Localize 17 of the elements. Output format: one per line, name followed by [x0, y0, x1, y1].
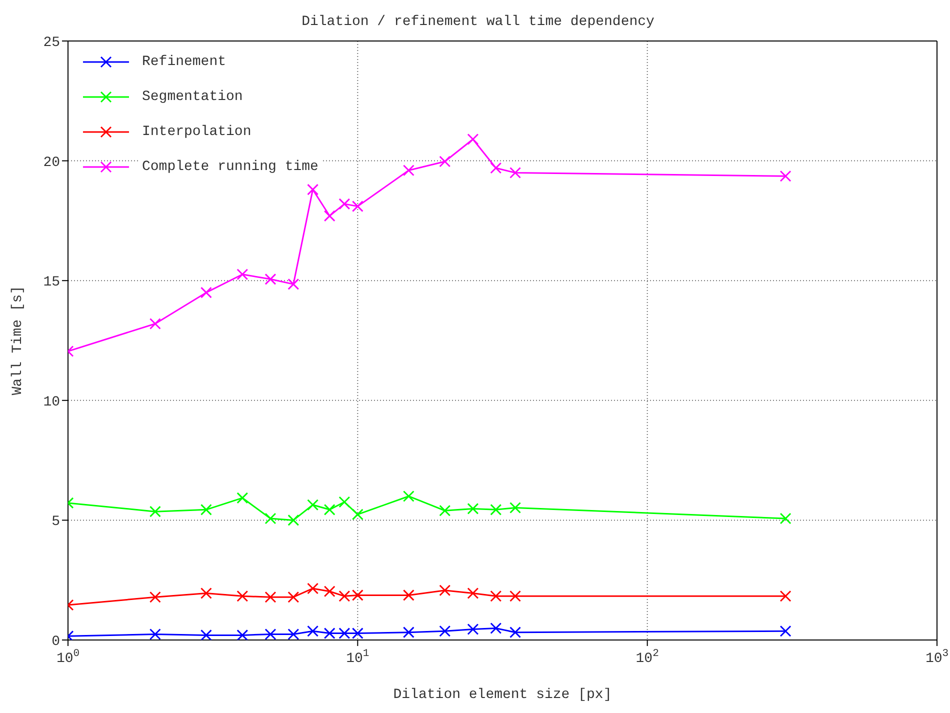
x-tick-label: 10$^{0}$ [56, 648, 80, 667]
y-tick-label: 0 [52, 634, 60, 650]
x-tick-label: 10$^{1}$ [346, 648, 370, 667]
x-tick-label: 10$^{3}$ [925, 648, 949, 667]
y-tick-label: 5 [52, 514, 60, 530]
legend-label: Interpolation [139, 124, 254, 140]
y-tick-label: 15 [43, 274, 60, 291]
x-axis-title: Dilation element size [px] [393, 687, 612, 703]
y-tick-label: 20 [43, 154, 60, 171]
y-axis-title: Wall Time [s] [10, 286, 26, 396]
legend-label: Refinement [139, 54, 230, 70]
legend-label: Complete running time [139, 158, 322, 174]
y-tick-label: 10 [43, 394, 60, 410]
legend-label: Segmentation [139, 88, 246, 104]
chart-title: Dilation / refinement wall time dependency [300, 14, 656, 30]
y-tick-label: 25 [43, 34, 60, 51]
x-tick-label: 10$^{2}$ [636, 648, 659, 667]
